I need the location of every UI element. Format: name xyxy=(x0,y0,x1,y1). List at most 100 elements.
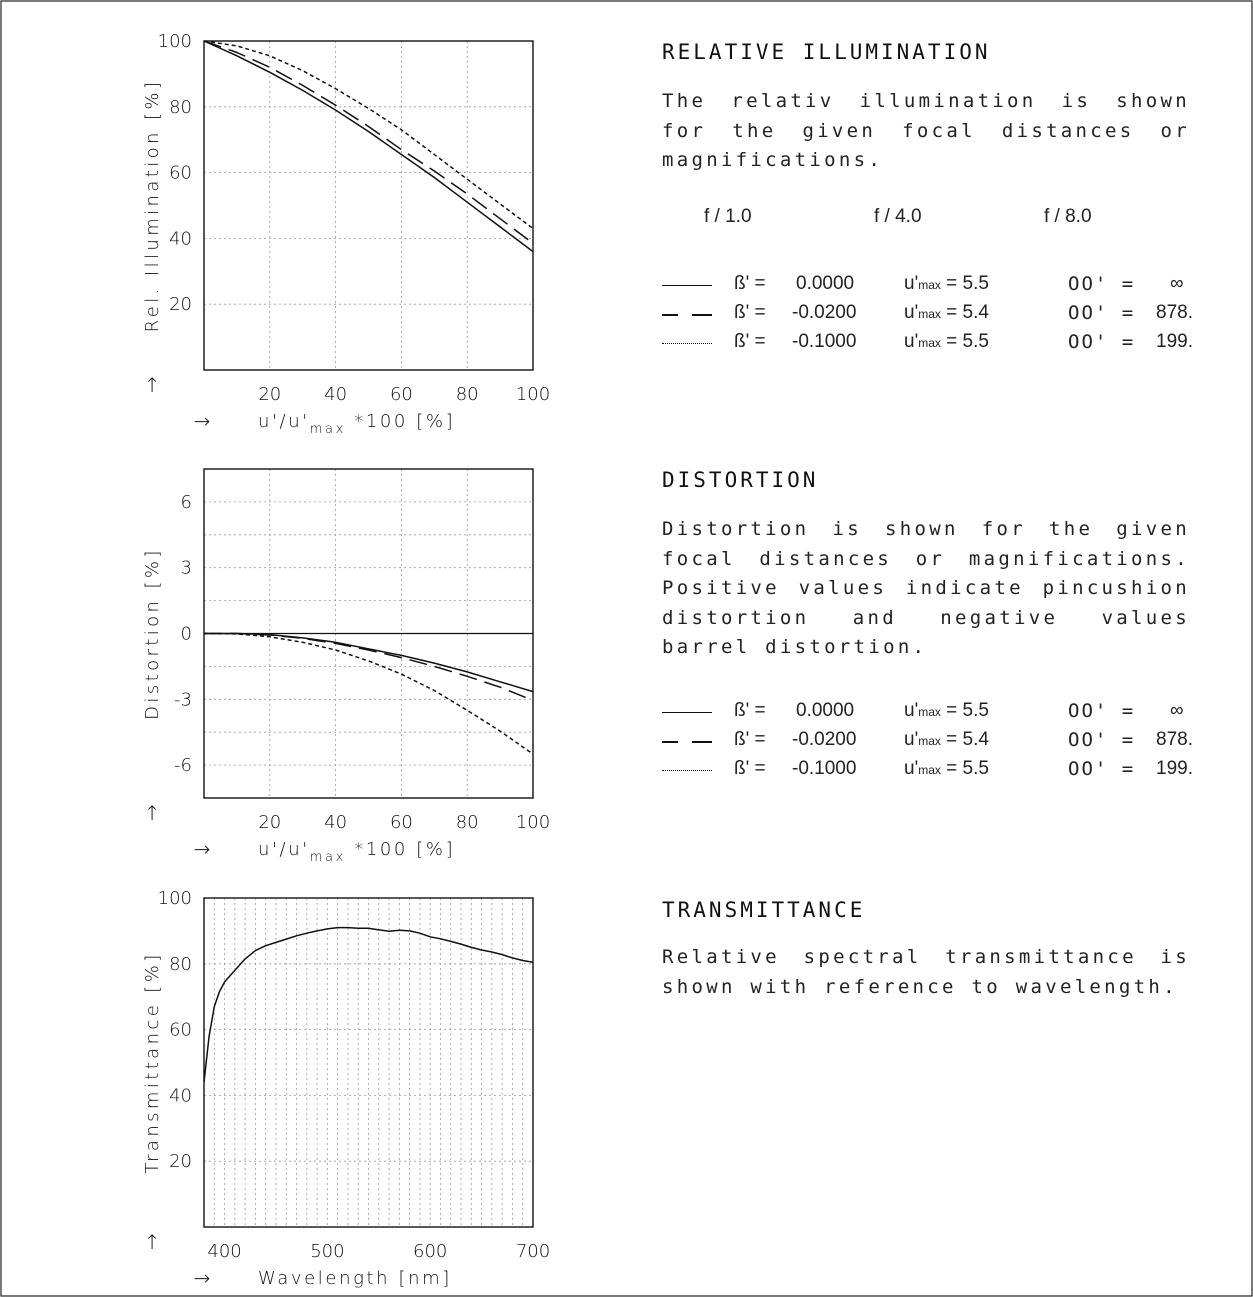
plot-frame xyxy=(203,40,534,371)
y-tick-label: -6 xyxy=(174,755,192,776)
x-tick-label: 60 xyxy=(390,812,413,833)
legend-beta-value: 0.0000 xyxy=(796,700,855,721)
x-tick-label: 500 xyxy=(310,1241,344,1262)
legend-u-max: u'max = 5.4 xyxy=(904,729,989,750)
x-tick-label: 400 xyxy=(207,1241,241,1262)
legend-row: ß' = -0.1000 u'max = 5.5 OO' = 199. xyxy=(662,331,1202,357)
series-line-solid xyxy=(203,40,534,253)
relative-illumination-chart: 20 40 60 80 100 20 40 60 80 100 Rel. Illumination … xyxy=(142,31,550,437)
distortion-chart: 20 40 60 80 100 6 3 0 -3 -6 Distortion [%] ↑ → u'/u'm… xyxy=(142,468,550,865)
transmittance-heading: TRANSMITTANCE xyxy=(662,898,866,922)
legend-oo-value: 878. xyxy=(1156,729,1193,750)
legend-beta-label: ß' = xyxy=(734,331,766,352)
legend-beta-value: 0.0000 xyxy=(796,273,855,294)
x-tick-label: 80 xyxy=(456,384,479,405)
y-tick-label: 40 xyxy=(169,228,192,249)
y-tick-label: 100 xyxy=(158,31,192,52)
y-tick-label: 0 xyxy=(181,624,192,645)
fnumber-3: f / 8.0 xyxy=(1044,206,1092,227)
x-tick-label: 100 xyxy=(516,384,550,405)
up-arrow-icon: ↑ xyxy=(144,373,161,397)
legend-beta-label: ß' = xyxy=(734,729,766,750)
legend-oo-label: OO' = xyxy=(1068,729,1136,751)
legend-oo-label: OO' = xyxy=(1068,758,1136,780)
y-tick-label: 60 xyxy=(169,163,192,184)
legend-oo-label: OO' = xyxy=(1068,273,1136,295)
y-tick-label: 3 xyxy=(181,558,192,579)
transmittance-chart: 400 500 600 700 20 40 60 80 100 Transmittance [%]… xyxy=(142,888,550,1290)
y-tick-label: 20 xyxy=(169,1151,192,1172)
illumination-description: The relativ illumination is shown for th… xyxy=(662,90,1190,171)
y-tick-label: 60 xyxy=(169,1020,192,1041)
x-tick-label: 600 xyxy=(413,1241,447,1262)
legend-oo-value: 199. xyxy=(1156,331,1193,352)
legend-beta-value: -0.0200 xyxy=(792,302,857,323)
y-tick-label: 6 xyxy=(181,492,192,513)
y-tick-label: -3 xyxy=(174,689,192,710)
legend-beta-label: ß' = xyxy=(734,302,766,323)
right-arrow-icon: → xyxy=(194,409,211,433)
series-line-dotted xyxy=(203,40,534,230)
distortion-heading: DISTORTION xyxy=(662,468,819,492)
legend-line-dashed xyxy=(662,741,712,743)
up-arrow-icon: ↑ xyxy=(144,801,161,825)
legend-oo-value: 878. xyxy=(1156,302,1193,323)
x-tick-label: 20 xyxy=(258,384,281,405)
transmittance-description: Relative spectral transmittance is shown… xyxy=(662,946,1190,998)
y-tick-label: 40 xyxy=(169,1085,192,1106)
x-tick-label: 700 xyxy=(516,1241,550,1262)
legend-line-solid xyxy=(662,285,712,286)
legend-beta-label: ß' = xyxy=(734,273,766,294)
legend-oo-label: OO' = xyxy=(1068,700,1136,722)
legend-oo-value: ∞ xyxy=(1170,273,1184,294)
legend-oo-label: OO' = xyxy=(1068,331,1136,353)
legend-beta-label: ß' = xyxy=(734,758,766,779)
legend-u-max: u'max = 5.5 xyxy=(904,273,989,294)
y-axis-label: Rel. Illumination [%] xyxy=(142,79,163,333)
legend-u-max: u'max = 5.5 xyxy=(904,331,989,352)
legend-line-dotted xyxy=(662,770,712,771)
y-tick-label: 80 xyxy=(169,97,192,118)
legend-row: ß' = 0.0000 u'max = 5.5 OO' = ∞ xyxy=(662,273,1202,299)
series-line-solid xyxy=(203,926,534,1083)
legend-line-dotted xyxy=(662,343,712,344)
y-axis-label: Distortion [%] xyxy=(142,547,163,720)
legend-u-max: u'max = 5.4 xyxy=(904,302,989,323)
up-arrow-icon: ↑ xyxy=(144,1230,161,1254)
legend-row: ß' = 0.0000 u'max = 5.5 OO' = ∞ xyxy=(662,700,1202,726)
series-line-dashed xyxy=(203,40,534,244)
y-tick-label: 100 xyxy=(158,888,192,909)
legend-row: ß' = -0.0200 u'max = 5.4 OO' = 878. xyxy=(662,302,1202,328)
fnumber-2: f / 4.0 xyxy=(874,206,922,227)
x-axis-label: u'/u'max *100 [%] xyxy=(258,411,455,437)
x-tick-label: 40 xyxy=(324,384,347,405)
x-tick-label: 60 xyxy=(390,384,413,405)
legend-beta-value: -0.1000 xyxy=(792,331,857,352)
fnumber-1: f / 1.0 xyxy=(704,206,752,227)
legend-oo-value: 199. xyxy=(1156,758,1193,779)
legend-oo-value: ∞ xyxy=(1170,700,1184,721)
legend-beta-label: ß' = xyxy=(734,700,766,721)
right-arrow-icon: → xyxy=(194,1266,211,1290)
plot-frame xyxy=(203,897,534,1228)
illumination-heading: RELATIVE ILLUMINATION xyxy=(662,40,991,64)
y-axis-label: Transmittance [%] xyxy=(142,951,163,1173)
x-axis-label: Wavelength [nm] xyxy=(258,1268,452,1289)
legend-u-max: u'max = 5.5 xyxy=(904,700,989,721)
series-line-solid xyxy=(204,632,534,693)
x-tick-label: 100 xyxy=(516,812,550,833)
distortion-description: Distortion is shown for the given focal … xyxy=(662,518,1190,658)
y-tick-label: 80 xyxy=(169,954,192,975)
legend-row: ß' = -0.0200 u'max = 5.4 OO' = 878. xyxy=(662,729,1202,755)
legend-beta-value: -0.1000 xyxy=(792,758,857,779)
legend-oo-label: OO' = xyxy=(1068,302,1136,324)
x-tick-label: 40 xyxy=(324,812,347,833)
legend-row: ß' = -0.1000 u'max = 5.5 OO' = 199. xyxy=(662,758,1202,784)
legend-u-max: u'max = 5.5 xyxy=(904,758,989,779)
right-arrow-icon: → xyxy=(194,837,211,861)
legend-line-dashed xyxy=(662,314,712,316)
legend-beta-value: -0.0200 xyxy=(792,729,857,750)
x-tick-label: 20 xyxy=(258,812,281,833)
